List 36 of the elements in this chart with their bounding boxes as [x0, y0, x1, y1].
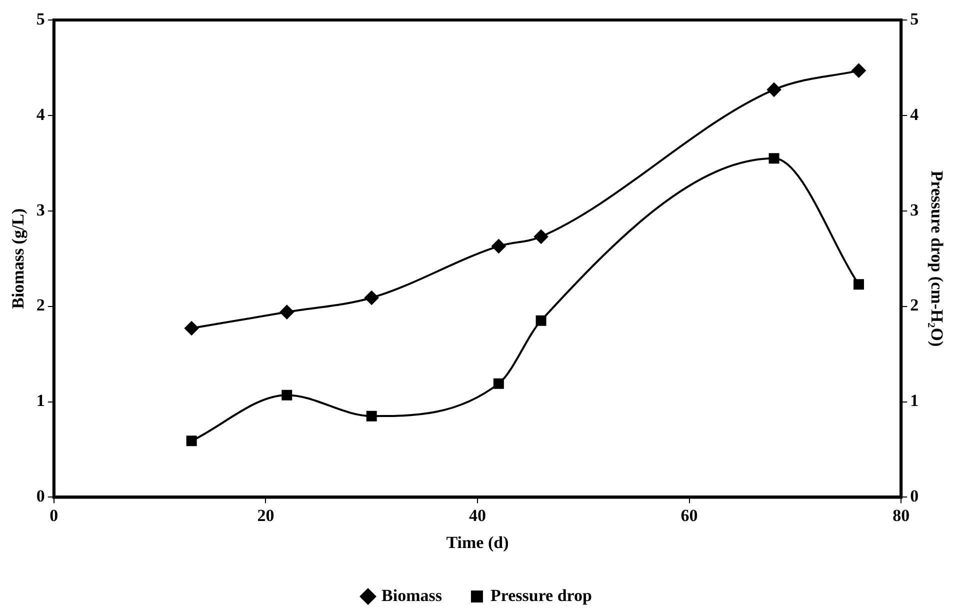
legend-label: Biomass	[382, 586, 442, 605]
y2-tick-label: 4	[910, 104, 920, 124]
point	[282, 390, 292, 400]
point	[493, 378, 504, 389]
x-tick-label: 80	[892, 506, 910, 525]
point	[767, 82, 782, 97]
y-tick-label: 4	[36, 104, 46, 124]
y2-tick-label: 3	[910, 200, 919, 220]
y-tick-label: 1	[36, 391, 45, 410]
x-tick-label: 0	[50, 506, 58, 525]
y2-tick-label: 0	[910, 486, 919, 506]
point	[280, 305, 294, 320]
point	[492, 239, 506, 254]
point	[854, 279, 864, 290]
y2-tick-label: 2	[910, 296, 919, 315]
y2-tick-label: 1	[910, 391, 919, 410]
point	[852, 64, 866, 78]
y2-tick-label: 5	[910, 9, 919, 28]
y-tick-label: 3	[36, 200, 45, 220]
point	[186, 436, 197, 446]
x-tick-label: 20	[257, 506, 274, 525]
point	[364, 290, 379, 305]
x-axis-title: Time (d)	[446, 533, 509, 552]
legend-label: Pressure drop	[490, 586, 592, 605]
y-tick-label: 0	[36, 486, 45, 506]
y-tick-label: 5	[36, 9, 45, 28]
y-axis-title: Biomass (g/L)	[8, 208, 28, 309]
point	[534, 230, 548, 244]
point	[768, 153, 780, 164]
point	[184, 321, 199, 336]
point	[366, 410, 377, 422]
y-tick-label: 2	[36, 296, 45, 315]
y2-axis-title: Pressure drop (cm-H₂O)	[927, 170, 946, 347]
x-tick-label: 60	[680, 506, 698, 525]
x-tick-label: 40	[469, 506, 486, 525]
point	[536, 315, 546, 326]
